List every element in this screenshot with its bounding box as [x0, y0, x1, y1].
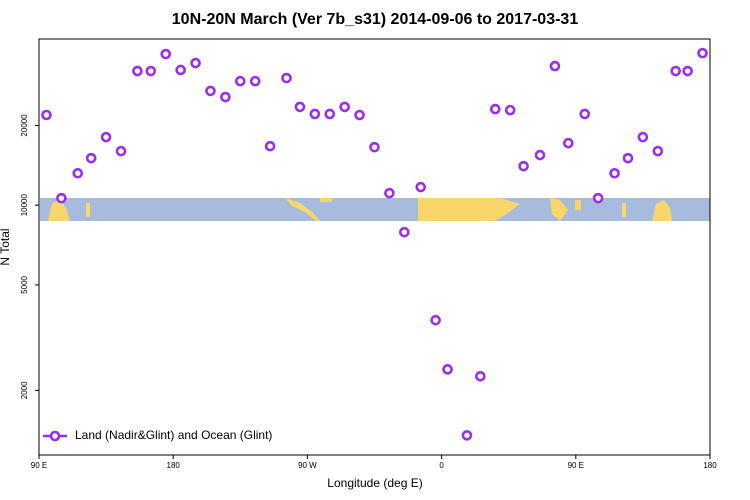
point — [264, 140, 276, 152]
y-tick-label: 10000 — [20, 194, 29, 217]
x-axis-label: Longitude (deg E) — [327, 476, 422, 490]
legend-marker — [49, 430, 61, 442]
point — [235, 75, 246, 87]
point — [100, 131, 112, 143]
x-tick-label: 90 E — [31, 461, 47, 470]
point — [85, 152, 97, 164]
legend-label: Land (Nadir&Glint) and Ocean (Glint) — [75, 428, 272, 442]
point — [592, 192, 604, 204]
point — [697, 47, 708, 59]
point — [324, 108, 336, 120]
point — [461, 430, 473, 441]
y-tick-label: 2000 — [20, 381, 29, 399]
point — [41, 109, 52, 121]
point — [369, 141, 380, 153]
map-band — [40, 198, 710, 221]
point — [72, 167, 84, 179]
point — [160, 48, 172, 60]
point — [563, 137, 574, 149]
point — [339, 101, 350, 113]
x-tick-label: 180 — [167, 461, 181, 470]
chart-title: 10N-20N March (Ver 7b_s31) 2014-09-06 to… — [172, 11, 579, 28]
point — [190, 57, 201, 69]
point — [579, 108, 591, 120]
point — [354, 109, 365, 121]
point — [475, 370, 486, 382]
x-tick-label: 90 W — [298, 461, 317, 470]
point — [249, 75, 261, 87]
point — [145, 65, 157, 77]
point — [682, 65, 693, 77]
point — [281, 72, 292, 84]
point — [670, 65, 682, 77]
point — [399, 226, 410, 238]
point — [637, 131, 649, 143]
point — [442, 364, 453, 375]
point — [504, 104, 516, 116]
point — [622, 152, 634, 164]
point — [115, 145, 127, 157]
point — [489, 103, 501, 115]
point — [294, 101, 306, 113]
point — [309, 108, 321, 120]
point — [384, 187, 395, 199]
point — [549, 60, 561, 72]
x-tick-label: 0 — [439, 461, 444, 470]
point — [534, 149, 546, 161]
point — [56, 192, 67, 204]
point — [415, 181, 427, 193]
y-tick-label: 5000 — [20, 275, 29, 293]
x-tick-label: 90 E — [568, 461, 584, 470]
x-tick-label: 180 — [703, 461, 717, 470]
point — [205, 85, 216, 97]
point — [132, 65, 143, 77]
y-axis-label: N Total — [0, 228, 12, 265]
point — [430, 314, 441, 326]
point — [609, 167, 620, 179]
plot-frame — [38, 38, 711, 456]
point — [518, 160, 529, 172]
point — [175, 64, 186, 76]
point — [220, 91, 231, 103]
y-tick-label: 20000 — [20, 114, 29, 137]
point — [652, 145, 664, 157]
